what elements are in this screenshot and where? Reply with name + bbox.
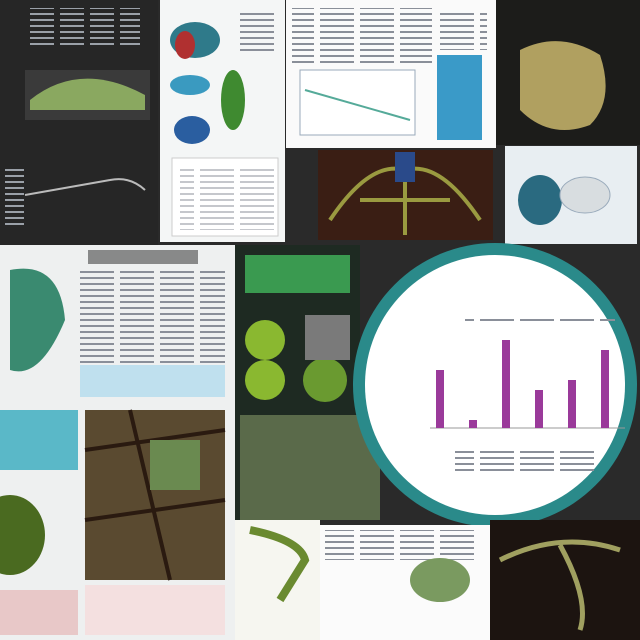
leaf-image bbox=[85, 410, 225, 580]
image-tile bbox=[0, 590, 78, 635]
bar bbox=[502, 340, 510, 428]
bar-texture bbox=[180, 165, 275, 230]
shape bbox=[518, 175, 562, 225]
surface-plot bbox=[30, 78, 145, 110]
bar bbox=[469, 420, 477, 428]
text-block bbox=[30, 8, 140, 48]
vine bbox=[498, 539, 621, 631]
bar-strip bbox=[80, 365, 225, 397]
image-tile bbox=[305, 315, 350, 360]
bar bbox=[568, 380, 576, 428]
curve bbox=[24, 178, 146, 196]
text-block bbox=[5, 165, 25, 225]
text-block bbox=[325, 530, 475, 560]
shape bbox=[170, 75, 210, 95]
image-tile bbox=[245, 255, 350, 293]
cell bbox=[303, 358, 347, 402]
chart-frame bbox=[299, 69, 416, 136]
text-block bbox=[465, 315, 615, 321]
leaf bbox=[0, 495, 45, 575]
tissue-image bbox=[240, 415, 380, 520]
shape bbox=[410, 558, 470, 602]
bar bbox=[601, 350, 609, 428]
image-tile bbox=[437, 55, 482, 140]
bird-wing bbox=[175, 31, 195, 59]
leaf-patch bbox=[150, 440, 200, 490]
text-block bbox=[437, 10, 487, 50]
circle-inset bbox=[365, 255, 625, 515]
image-tile bbox=[0, 410, 78, 470]
cell bbox=[245, 360, 285, 400]
bar bbox=[535, 390, 543, 428]
text-block bbox=[292, 8, 432, 63]
text-block bbox=[240, 10, 275, 55]
trend bbox=[304, 89, 411, 121]
vine bbox=[249, 526, 310, 603]
heading-block bbox=[88, 250, 198, 264]
cell bbox=[245, 320, 285, 360]
dark-panel bbox=[490, 520, 640, 640]
image-tile bbox=[85, 585, 225, 635]
shape bbox=[395, 152, 415, 182]
blob bbox=[520, 41, 606, 130]
text-block bbox=[75, 270, 225, 365]
bird bbox=[174, 116, 210, 144]
shape bbox=[559, 176, 611, 214]
bar bbox=[436, 370, 444, 428]
shape bbox=[221, 70, 245, 130]
shape bbox=[10, 268, 65, 372]
text-block bbox=[455, 450, 595, 475]
